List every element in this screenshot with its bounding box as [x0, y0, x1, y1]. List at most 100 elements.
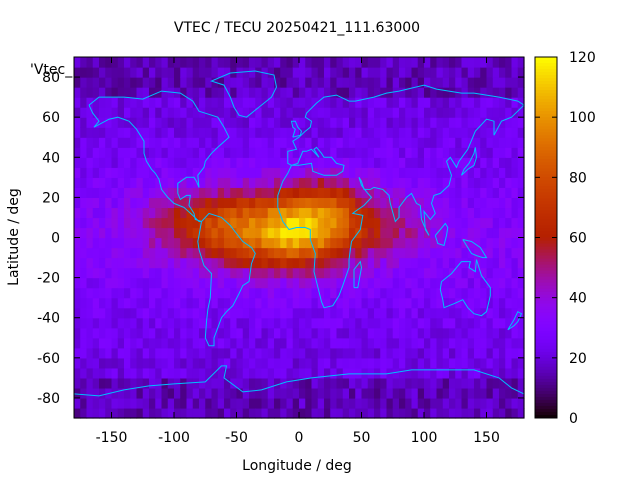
heatmap-cell	[511, 327, 519, 339]
heatmap-cell	[505, 327, 513, 339]
heatmap-cell	[517, 327, 525, 339]
heatmap-cell	[349, 347, 356, 359]
heatmap-cell	[149, 197, 156, 209]
heatmap-cell	[330, 407, 338, 419]
heatmap-cell	[161, 257, 169, 269]
heatmap-cell	[161, 407, 169, 419]
heatmap-cell	[199, 127, 206, 138]
heatmap-cell	[424, 77, 431, 88]
heatmap-cell	[330, 67, 338, 78]
heatmap-cell	[80, 237, 88, 249]
heatmap-cell	[192, 177, 200, 188]
heatmap-cell	[311, 347, 319, 359]
heatmap-cell	[149, 327, 156, 339]
heatmap-cell	[230, 187, 238, 198]
heatmap-cell	[317, 77, 325, 88]
heatmap-cell	[392, 337, 400, 349]
heatmap-cell	[167, 387, 175, 399]
colorbar-segment	[535, 309, 557, 314]
colorbar-segment	[535, 177, 557, 181]
heatmap-cell	[430, 387, 438, 399]
heatmap-cell	[280, 187, 288, 198]
heatmap-cell	[317, 347, 325, 359]
heatmap-cell	[130, 117, 138, 128]
heatmap-cell	[424, 67, 431, 78]
heatmap-cell	[255, 77, 263, 88]
heatmap-cell	[299, 267, 306, 279]
heatmap-cell	[361, 377, 369, 389]
heatmap-cell	[411, 67, 419, 78]
heatmap-cell	[224, 137, 231, 148]
heatmap-cell	[242, 257, 250, 269]
heatmap-cell	[392, 177, 400, 188]
heatmap-cell	[111, 167, 119, 178]
heatmap-cell	[142, 167, 150, 178]
heatmap-cell	[430, 137, 438, 148]
heatmap-cell	[299, 97, 306, 108]
heatmap-cell	[392, 317, 400, 329]
heatmap-cell	[424, 147, 431, 158]
colorbar-segment	[535, 393, 557, 398]
heatmap-cell	[386, 127, 394, 138]
heatmap-cell	[417, 177, 425, 188]
colorbar-segment	[535, 81, 557, 85]
heatmap-cell	[474, 217, 481, 229]
heatmap-cell	[249, 377, 256, 389]
heatmap-cell	[517, 147, 525, 158]
heatmap-cell	[280, 127, 288, 138]
heatmap-cell	[386, 257, 394, 269]
heatmap-cell	[186, 297, 194, 309]
heatmap-cell	[511, 407, 519, 419]
heatmap-cell	[80, 77, 88, 88]
heatmap-cell	[361, 307, 369, 319]
heatmap-cell	[411, 137, 419, 148]
heatmap-cell	[224, 357, 231, 369]
heatmap-cell	[399, 207, 406, 219]
heatmap-cell	[111, 227, 119, 239]
heatmap-cell	[155, 247, 163, 259]
heatmap-cell	[142, 407, 150, 419]
heatmap-cell	[261, 57, 269, 68]
heatmap-cell	[199, 367, 206, 379]
heatmap-cell	[417, 317, 425, 329]
heatmap-cell	[336, 107, 344, 118]
heatmap-cell	[255, 387, 263, 399]
heatmap-cell	[199, 197, 206, 209]
heatmap-cell	[242, 107, 250, 118]
heatmap-cell	[392, 107, 400, 118]
heatmap-cell	[186, 307, 194, 319]
heatmap-cell	[292, 57, 300, 68]
heatmap-cell	[499, 387, 506, 399]
heatmap-cell	[117, 197, 125, 209]
heatmap-cell	[167, 287, 175, 299]
heatmap-cell	[424, 177, 431, 188]
heatmap-cell	[305, 177, 313, 188]
heatmap-cell	[167, 367, 175, 379]
heatmap-cell	[136, 257, 144, 269]
heatmap-cell	[411, 367, 419, 379]
heatmap-cell	[380, 377, 388, 389]
heatmap-cell	[330, 137, 338, 148]
heatmap-cell	[355, 87, 363, 98]
heatmap-cell	[261, 247, 269, 259]
coastline-new-guinea	[462, 239, 488, 259]
heatmap-cell	[405, 387, 413, 399]
heatmap-cell	[174, 177, 181, 188]
heatmap-cell	[374, 187, 381, 198]
heatmap-cell	[155, 157, 163, 168]
heatmap-cell	[161, 337, 169, 349]
heatmap-cell	[230, 397, 238, 409]
heatmap-cell	[505, 307, 513, 319]
heatmap-cell	[474, 137, 481, 148]
heatmap-cell	[286, 307, 294, 319]
heatmap-cell	[92, 397, 100, 409]
heatmap-cell	[186, 227, 194, 239]
heatmap-cell	[199, 237, 206, 249]
heatmap-cell	[149, 257, 156, 269]
heatmap-cell	[124, 277, 131, 289]
heatmap-cell	[267, 407, 275, 419]
heatmap-cell	[330, 147, 338, 158]
heatmap-cell	[355, 407, 363, 419]
heatmap-cell	[117, 217, 125, 229]
heatmap-cell	[130, 67, 138, 78]
